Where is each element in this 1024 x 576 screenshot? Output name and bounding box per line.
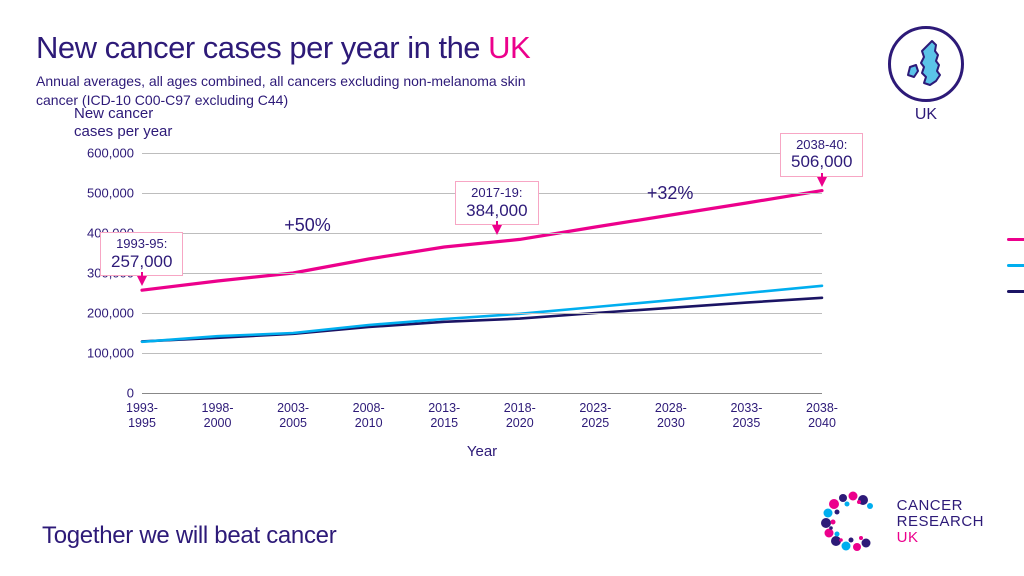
- y-tick-label: 500,000: [64, 186, 134, 201]
- x-tick-label: 2038-2040: [788, 401, 856, 431]
- legend-item-all: All persons: [1007, 231, 1024, 247]
- x-tick-label: 2023-2025: [561, 401, 629, 431]
- plot-area: Year 0100,000200,000300,000400,000500,00…: [142, 153, 822, 393]
- callout-stem: [496, 221, 498, 225]
- x-tick-label: 2033-2035: [712, 401, 780, 431]
- x-tick-label: 2008-2010: [335, 401, 403, 431]
- y-tick-label: 0: [64, 386, 134, 401]
- x-tick-label: 1998-2000: [184, 401, 252, 431]
- cruk-c-icon: [817, 490, 885, 554]
- callout-box: 1993-95:257,000: [100, 232, 183, 276]
- page: New cancer cases per year in the UK Annu…: [0, 0, 1024, 576]
- tagline: Together we will beat cancer: [42, 522, 336, 550]
- legend-swatch: [1007, 264, 1024, 267]
- x-tick-label: 2028-2030: [637, 401, 705, 431]
- percent-change-label: +50%: [284, 215, 331, 236]
- title-highlight: UK: [488, 30, 530, 65]
- y-tick-label: 600,000: [64, 146, 134, 161]
- y-tick-label: 100,000: [64, 346, 134, 361]
- gridline: [142, 233, 822, 234]
- x-tick-label: 2013-2015: [410, 401, 478, 431]
- callout-stem: [821, 173, 823, 177]
- gridline: [142, 353, 822, 354]
- callout-box: 2038-40:506,000: [780, 133, 863, 177]
- x-tick-label: 2018-2020: [486, 401, 554, 431]
- legend-item-men: Men: [1007, 257, 1024, 273]
- legend-item-women: Women: [1007, 283, 1024, 299]
- chart: New cancer cases per year Year 0100,0002…: [42, 105, 982, 465]
- gridline: [142, 153, 822, 154]
- callout-arrow-icon: [137, 276, 147, 286]
- callout-arrow-icon: [817, 177, 827, 187]
- title-pre: New cancer cases per year in the: [36, 30, 488, 65]
- y-axis-title: New cancer cases per year: [74, 105, 172, 141]
- x-axis-title: Year: [142, 443, 822, 460]
- cruk-logo: CANCER RESEARCH UK: [817, 490, 984, 554]
- percent-change-label: +32%: [647, 183, 694, 204]
- gridline: [142, 273, 822, 274]
- y-tick-label: 200,000: [64, 306, 134, 321]
- cruk-wordmark: CANCER RESEARCH UK: [897, 498, 984, 545]
- legend-swatch: [1007, 238, 1024, 241]
- callout-arrow-icon: [492, 225, 502, 235]
- legend-swatch: [1007, 290, 1024, 293]
- page-title: New cancer cases per year in the UK: [36, 30, 988, 66]
- x-tick-label: 1993-1995: [108, 401, 176, 431]
- axis-baseline: [142, 393, 822, 394]
- x-tick-label: 2003-2005: [259, 401, 327, 431]
- callout-stem: [141, 272, 143, 276]
- gridline: [142, 313, 822, 314]
- legend: All persons Men Women: [1007, 231, 1024, 309]
- callout-box: 2017-19:384,000: [455, 181, 538, 225]
- uk-map-icon: [888, 26, 964, 102]
